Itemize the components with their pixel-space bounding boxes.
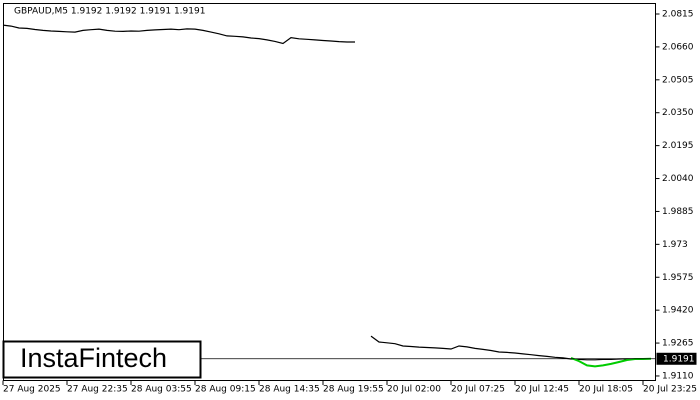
- y-tick-label: 2.0505: [662, 75, 694, 85]
- x-tick-label: 20 Jul 02:00: [387, 385, 441, 395]
- plot-frame: [3, 3, 656, 381]
- y-tick-label: 2.0350: [662, 108, 694, 118]
- y-tick-label: 1.9265: [662, 339, 694, 349]
- price-line: [2, 24, 355, 45]
- y-tick-label: 1.9885: [662, 207, 694, 217]
- y-tick-label: 1.9110: [662, 371, 694, 381]
- y-tick-label: 2.0660: [662, 42, 694, 52]
- x-tick-label: 27 Aug 22:35: [67, 385, 128, 395]
- y-tick-label: 1.9420: [662, 306, 694, 316]
- x-tick-label: 20 Jul 07:25: [451, 385, 505, 395]
- x-tick-label: 20 Jul 12:45: [515, 385, 569, 395]
- y-tick-label: 2.0040: [662, 174, 694, 184]
- logo-box: [2, 340, 202, 379]
- last-price-box: [656, 352, 697, 365]
- x-tick-label: 28 Aug 09:15: [195, 385, 256, 395]
- x-tick-label: 28 Aug 03:55: [131, 385, 192, 395]
- x-tick-label: 20 Jul 18:05: [579, 385, 633, 395]
- y-tick-label: 1.9575: [662, 273, 694, 283]
- logo: InstaFintech: [20, 343, 167, 373]
- x-tick-label: 20 Jul 23:25: [643, 385, 697, 395]
- y-tick-label: 2.0195: [662, 141, 694, 151]
- y-tick-label: 1.973: [662, 240, 688, 250]
- x-tick-label: 27 Aug 2025: [3, 385, 61, 395]
- x-tick-label: 28 Aug 14:35: [259, 385, 320, 395]
- y-tick-label: 2.0815: [662, 10, 694, 20]
- price-line: [370, 335, 651, 361]
- chart-title: GBPAUD,M5 1.9192 1.9192 1.9191 1.9191: [14, 7, 205, 17]
- last-price-label: 1.9191: [663, 354, 695, 364]
- x-tick-label: 28 Aug 19:55: [323, 385, 384, 395]
